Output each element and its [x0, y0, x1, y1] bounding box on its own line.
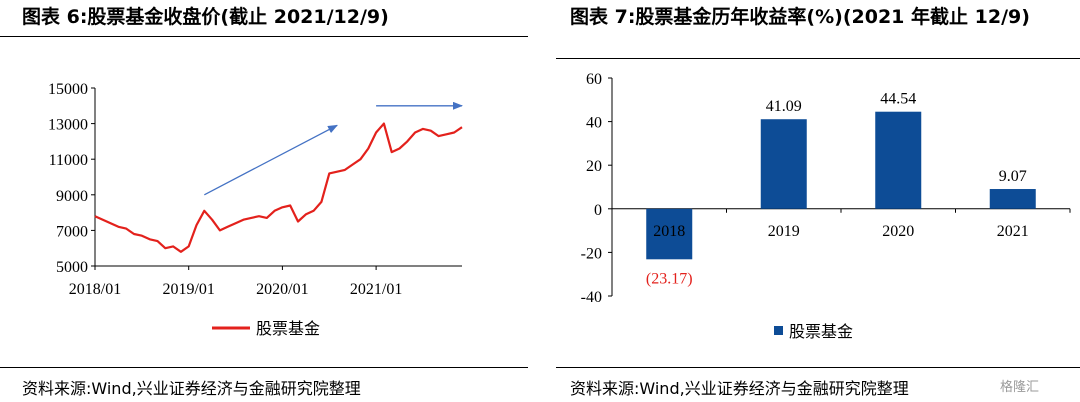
- legend-swatch: [774, 326, 783, 335]
- y-tick-label: -40: [581, 289, 602, 306]
- legend-label: 股票基金: [789, 323, 853, 341]
- y-tick-label: 9000: [56, 188, 88, 205]
- bar: [989, 189, 1036, 209]
- y-tick-label: 60: [586, 71, 602, 88]
- source-rule: [556, 367, 1080, 368]
- x-tick-label: 2020/01: [256, 281, 308, 298]
- x-tick-label: 2021: [997, 223, 1029, 240]
- y-tick-label: 20: [586, 158, 602, 175]
- line-chart-panel: 图表 6:股票基金收盘价(截止 2021/12/9) 5000 7000 9000 1…: [0, 0, 528, 402]
- y-tick-label: 13000: [48, 117, 88, 134]
- source-note: 资料来源:Wind,兴业证券经济与金融研究院整理: [570, 379, 909, 398]
- line-chart-title: 图表 6:股票基金收盘价(截止 2021/12/9): [22, 6, 389, 28]
- source-rule: [0, 367, 528, 368]
- title-rule: [556, 58, 1080, 59]
- x-tick-label: 2018: [653, 223, 685, 240]
- bar-chart-panel: 图表 7:股票基金历年收益率(%)(2021 年截止 12/9) -40 -20 0…: [556, 0, 1080, 402]
- watermark: 格隆汇: [1000, 380, 1040, 395]
- line-chart-plot: 5000 7000 9000 11000 13000 15000 2018/01 2019/0…: [48, 81, 463, 338]
- series-line: [94, 122, 463, 253]
- data-label: 41.09: [766, 98, 802, 115]
- bar-chart-title: 图表 7:股票基金历年收益率(%)(2021 年截止 12/9): [570, 6, 1030, 28]
- x-tick-label: 2020: [882, 223, 914, 240]
- x-tick-label: 2021/01: [350, 281, 402, 298]
- data-label: 9.07: [999, 168, 1027, 185]
- source-note: 资料来源:Wind,兴业证券经济与金融研究院整理: [22, 379, 361, 398]
- bar-chart-plot: -40 -20 0 20 40 60 2018 (23.17) 2019 41.09 2020 44.…: [581, 71, 1071, 341]
- bar: [646, 208, 693, 260]
- data-label: (23.17): [646, 270, 693, 287]
- x-tick-label: 2019/01: [162, 281, 214, 298]
- y-tick-label: 7000: [56, 223, 88, 240]
- data-label: 44.54: [880, 91, 916, 108]
- bar: [875, 111, 922, 209]
- x-tick-label: 2018/01: [69, 281, 121, 298]
- y-tick-label: 11000: [49, 152, 88, 169]
- trend-arrow: [204, 124, 338, 196]
- y-tick-label: 15000: [48, 81, 88, 98]
- y-tick-label: -20: [581, 245, 602, 262]
- title-rule: [0, 36, 528, 37]
- y-tick-label: 5000: [56, 259, 88, 276]
- bar: [760, 119, 807, 209]
- y-tick-label: 0: [594, 202, 602, 219]
- y-tick-label: 40: [586, 115, 602, 132]
- x-tick-label: 2019: [768, 223, 800, 240]
- legend-label: 股票基金: [256, 320, 320, 338]
